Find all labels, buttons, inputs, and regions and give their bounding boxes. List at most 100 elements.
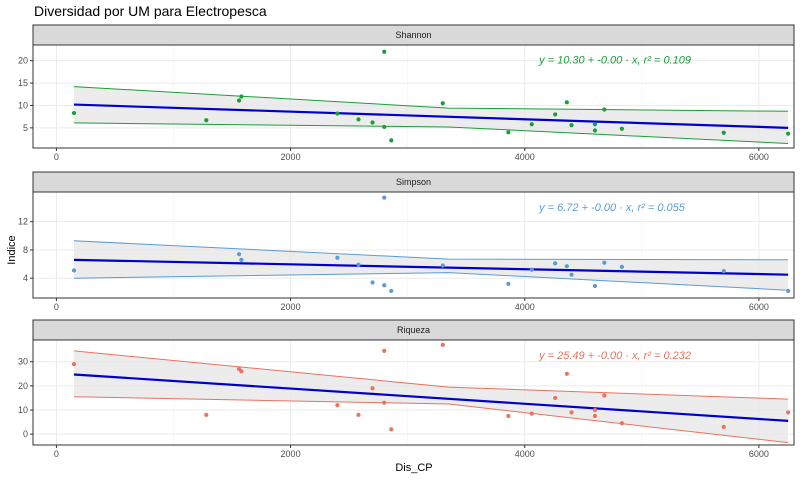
x-tick-label: 0 xyxy=(54,302,59,312)
data-point xyxy=(239,369,244,374)
x-tick-label: 0 xyxy=(54,152,59,162)
data-point xyxy=(370,386,375,391)
y-tick-label: 20 xyxy=(18,56,28,66)
data-point xyxy=(592,407,598,413)
data-point xyxy=(786,410,791,415)
data-point xyxy=(786,288,791,294)
data-point xyxy=(569,272,574,277)
y-tick-label: 30 xyxy=(18,357,28,367)
y-axis-title: Indice xyxy=(6,235,18,264)
data-point xyxy=(382,348,387,353)
data-point xyxy=(602,107,607,112)
data-point xyxy=(506,413,511,419)
strip-label: Shannon xyxy=(395,30,431,40)
data-point xyxy=(389,427,394,432)
data-point xyxy=(529,122,534,127)
data-point xyxy=(236,252,242,257)
data-point xyxy=(569,123,574,128)
data-point xyxy=(564,264,569,269)
upper-bound-line xyxy=(73,86,789,112)
panel-border xyxy=(32,339,795,446)
data-point xyxy=(389,138,394,143)
x-tick-label: 4000 xyxy=(515,152,535,162)
upper-bound-line xyxy=(73,350,789,400)
y-tick-label: 5 xyxy=(23,123,28,133)
data-point xyxy=(382,49,387,54)
y-tick-label: 20 xyxy=(18,381,28,391)
x-tick-label: 2000 xyxy=(281,449,301,459)
chart-title: Diversidad por UM para Electropesca xyxy=(34,3,267,19)
panel-shannon: Shannon y = 10.30 + -0.00 · x, r² = 0.109… xyxy=(18,24,795,162)
strip-label: Simpson xyxy=(396,177,431,187)
data-point xyxy=(592,122,598,127)
data-point xyxy=(619,126,624,131)
panel-border xyxy=(32,44,795,149)
data-point xyxy=(239,94,244,99)
data-point xyxy=(592,413,598,419)
regression-equation: y = 25.49 + -0.00 · x, r² = 0.232 xyxy=(538,350,691,362)
data-point xyxy=(564,100,569,105)
data-point xyxy=(592,283,598,289)
data-point xyxy=(204,412,209,417)
x-tick-label: 2000 xyxy=(281,302,301,312)
data-point xyxy=(564,371,569,376)
data-point xyxy=(440,101,445,106)
data-point xyxy=(529,411,534,416)
data-point xyxy=(506,281,511,286)
x-tick-label: 2000 xyxy=(281,152,301,162)
data-point xyxy=(529,267,534,272)
data-point xyxy=(370,120,375,125)
data-point xyxy=(553,112,558,117)
trend-line xyxy=(73,373,789,422)
data-point xyxy=(721,424,726,429)
data-point xyxy=(356,117,361,122)
strip-label: Riqueza xyxy=(397,325,430,335)
data-point xyxy=(71,362,77,367)
data-point xyxy=(71,110,77,116)
y-tick-label: 15 xyxy=(18,78,28,88)
data-point xyxy=(239,257,244,262)
y-tick-label: 12 xyxy=(18,217,28,227)
data-point xyxy=(236,98,242,103)
data-point xyxy=(602,260,607,265)
x-tick-label: 6000 xyxy=(749,449,769,459)
x-tick-label: 6000 xyxy=(749,302,769,312)
data-point xyxy=(553,261,558,266)
data-point xyxy=(370,280,375,285)
data-point xyxy=(440,342,445,347)
panel-simpson: Simpson y = 6.72 + -0.00 · x, r² = 0.055 0… xyxy=(18,171,795,312)
data-point xyxy=(382,400,387,405)
data-point xyxy=(786,131,791,136)
data-point xyxy=(382,124,387,130)
y-tick-label: 8 xyxy=(23,245,28,255)
data-point xyxy=(356,262,361,267)
data-point xyxy=(440,263,445,268)
data-point xyxy=(382,283,387,288)
data-point xyxy=(204,118,209,123)
panel-riqueza: Riqueza y = 25.49 + -0.00 · x, r² = 0.232… xyxy=(18,319,795,459)
regression-equation: y = 10.30 + -0.00 · x, r² = 0.109 xyxy=(538,55,691,67)
data-point xyxy=(356,412,361,417)
panel-border xyxy=(32,191,795,299)
lower-bound-line xyxy=(73,396,789,444)
data-point xyxy=(382,195,387,200)
data-point xyxy=(335,255,340,260)
x-tick-label: 4000 xyxy=(515,449,535,459)
y-tick-label: 4 xyxy=(23,273,28,283)
data-point xyxy=(71,268,77,273)
trend-line xyxy=(73,103,789,129)
data-point xyxy=(506,130,511,135)
x-tick-label: 0 xyxy=(54,449,59,459)
trend-line xyxy=(73,258,789,276)
confidence-band xyxy=(74,240,789,291)
data-point xyxy=(553,395,558,401)
lower-bound-line xyxy=(73,122,789,144)
x-tick-label: 6000 xyxy=(749,152,769,162)
data-point xyxy=(335,403,340,408)
data-point xyxy=(389,288,394,294)
upper-bound-line xyxy=(73,240,789,261)
x-axis-title: Dis_CP xyxy=(395,462,432,474)
facet-panels: Shannon y = 10.30 + -0.00 · x, r² = 0.109… xyxy=(18,24,795,459)
x-tick-label: 4000 xyxy=(515,302,535,312)
